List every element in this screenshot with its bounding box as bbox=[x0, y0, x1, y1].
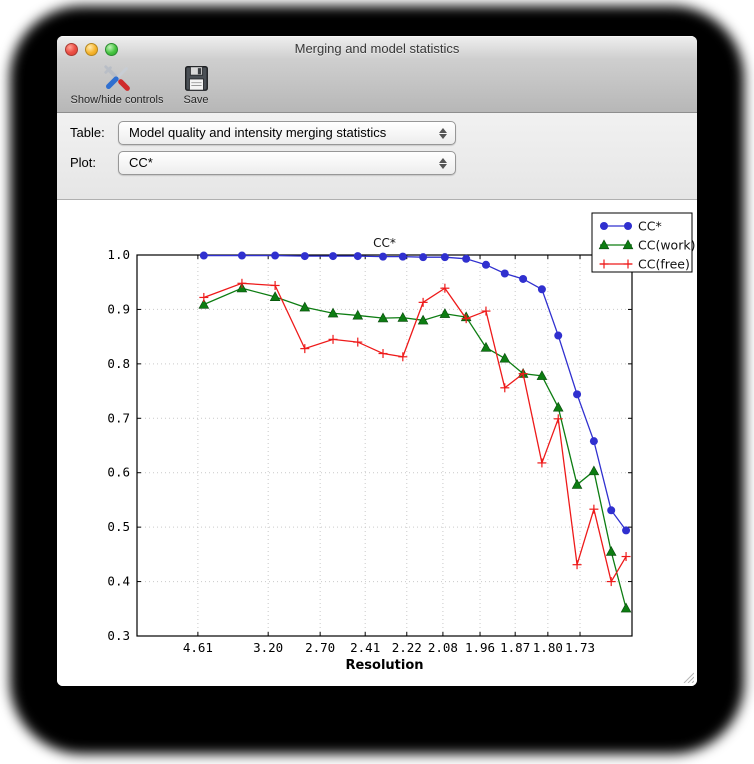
window-header: Merging and model statistics Show/hide c… bbox=[57, 36, 697, 113]
minimize-button[interactable] bbox=[85, 43, 98, 56]
svg-text:1.73: 1.73 bbox=[565, 640, 595, 655]
svg-text:0.9: 0.9 bbox=[107, 301, 130, 316]
svg-text:CC(work): CC(work) bbox=[638, 238, 695, 253]
table-dropdown-value: Model quality and intensity merging stat… bbox=[129, 125, 387, 140]
svg-text:1.96: 1.96 bbox=[465, 640, 495, 655]
toolbar-button-label: Show/hide controls bbox=[70, 94, 164, 106]
controls-panel: Table: Model quality and intensity mergi… bbox=[57, 113, 697, 272]
resize-grip[interactable] bbox=[681, 670, 694, 683]
svg-text:3.20: 3.20 bbox=[253, 640, 283, 655]
save-icon bbox=[184, 66, 208, 91]
svg-text:0.7: 0.7 bbox=[107, 410, 130, 425]
plot-label: Plot: bbox=[70, 155, 97, 170]
svg-text:0.3: 0.3 bbox=[107, 628, 130, 643]
tools-icon bbox=[104, 65, 130, 91]
updown-arrows-icon bbox=[439, 126, 447, 142]
svg-text:Resolution: Resolution bbox=[345, 658, 423, 673]
zoom-button[interactable] bbox=[105, 43, 118, 56]
close-button[interactable] bbox=[65, 43, 78, 56]
window-title: Merging and model statistics bbox=[294, 41, 460, 56]
svg-text:0.5: 0.5 bbox=[107, 519, 130, 534]
svg-text:0.4: 0.4 bbox=[107, 574, 130, 589]
svg-text:1.0: 1.0 bbox=[107, 247, 130, 262]
svg-text:CC*: CC* bbox=[373, 236, 396, 250]
table-label: Table: bbox=[70, 125, 105, 140]
svg-text:CC(free): CC(free) bbox=[638, 257, 690, 272]
save-button[interactable]: Save bbox=[175, 63, 217, 111]
svg-text:0.6: 0.6 bbox=[107, 465, 130, 480]
toolbar-button-label: Save bbox=[183, 94, 209, 106]
svg-text:2.08: 2.08 bbox=[428, 640, 458, 655]
svg-text:4.61: 4.61 bbox=[183, 640, 213, 655]
table-dropdown[interactable]: Model quality and intensity merging stat… bbox=[118, 121, 456, 145]
svg-text:2.41: 2.41 bbox=[350, 640, 380, 655]
svg-text:0.8: 0.8 bbox=[107, 356, 130, 371]
plot-area: 1.0 0.9 0.8 0.7 0.6 0.5 0.4 0.3 4.61 3.20 2.70 2.41… bbox=[57, 200, 697, 686]
svg-text:1.80: 1.80 bbox=[533, 640, 563, 655]
svg-text:1.87: 1.87 bbox=[500, 640, 530, 655]
chart-canvas: 1.0 0.9 0.8 0.7 0.6 0.5 0.4 0.3 4.61 3.20 2.70 2.41… bbox=[107, 212, 695, 673]
svg-text:2.22: 2.22 bbox=[392, 640, 422, 655]
plot-dropdown[interactable]: CC* bbox=[118, 151, 456, 175]
plot-dropdown-value: CC* bbox=[129, 155, 153, 170]
app-window: Merging and model statistics Show/hide c… bbox=[57, 36, 697, 686]
updown-arrows-icon bbox=[439, 156, 447, 172]
svg-text:2.70: 2.70 bbox=[305, 640, 335, 655]
svg-text:CC*: CC* bbox=[638, 219, 662, 234]
show-hide-controls-button[interactable]: Show/hide controls bbox=[67, 63, 167, 111]
titlebar[interactable]: Merging and model statistics bbox=[57, 36, 697, 60]
